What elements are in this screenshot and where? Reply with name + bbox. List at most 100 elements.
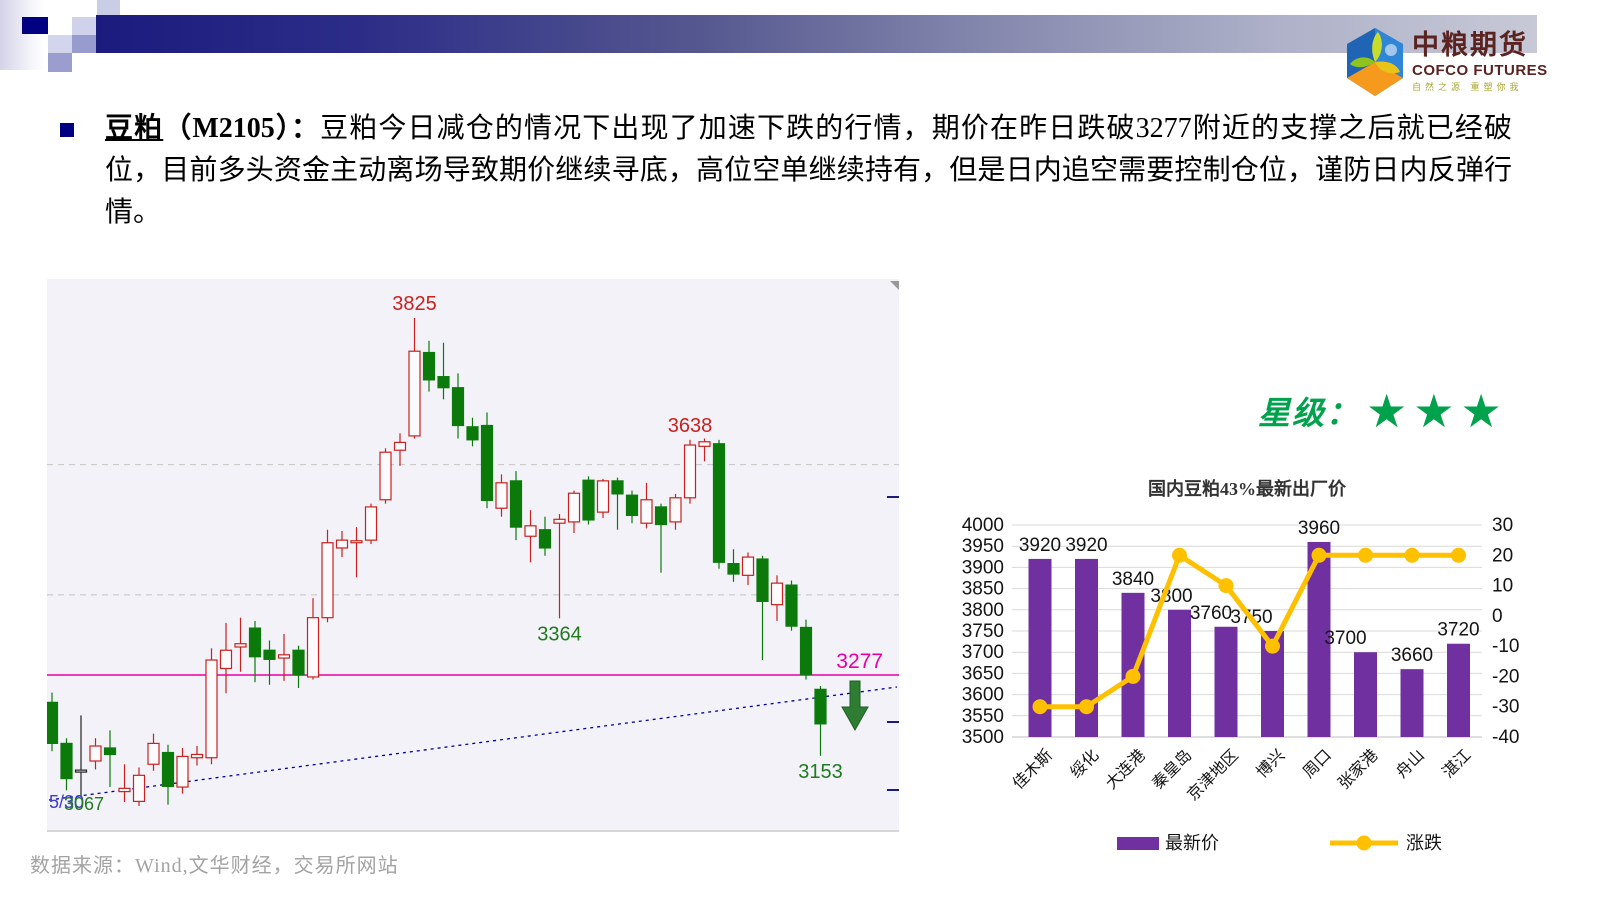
logo-title: 中粮期货 — [1412, 30, 1528, 60]
candle-body — [582, 479, 595, 521]
price-annotation: 3364 — [537, 623, 582, 645]
category-label: 湛江 — [1439, 746, 1474, 781]
candle-body — [480, 424, 494, 502]
svg-text:博兴: 博兴 — [1253, 746, 1288, 781]
logo-tagline: 自然之源 重塑你我 — [1412, 82, 1523, 92]
candle-body — [814, 688, 827, 725]
bar — [1121, 592, 1145, 737]
price-annotation: 3153 — [798, 761, 843, 783]
line-marker — [1404, 547, 1420, 563]
candle-body — [335, 539, 349, 549]
legend-bar-label: 最新价 — [1165, 833, 1219, 853]
candle-body — [190, 753, 204, 759]
bar — [1028, 558, 1052, 737]
bar — [1214, 626, 1238, 737]
left-axis-label: 3950 — [962, 536, 1004, 557]
commentary-paragraph: 豆粕（M2105）：豆粕今日减仓的情况下出现了加速下跌的行情，期价在昨日跌破32… — [105, 108, 1512, 234]
bar — [1400, 669, 1424, 737]
candle-body — [625, 494, 639, 516]
bullet-square-icon — [60, 123, 74, 137]
candle-body — [147, 742, 160, 765]
bar — [1447, 643, 1470, 737]
chart-title: 国内豆粕43%最新出厂价 — [1148, 478, 1347, 499]
line-marker — [1172, 547, 1187, 563]
header-gradient-bar — [96, 15, 1537, 53]
candle-body — [524, 525, 537, 537]
candle-body — [234, 643, 247, 648]
right-axis-label: 0 — [1492, 606, 1503, 627]
candle-body — [799, 626, 813, 675]
support-label: 3277 — [836, 650, 883, 673]
category-label: 舟山 — [1393, 746, 1428, 781]
candle-body — [451, 387, 465, 427]
legend-line-label: 涨跌 — [1406, 833, 1442, 853]
right-axis-label: 30 — [1492, 515, 1513, 536]
cofco-logo-icon — [1347, 28, 1403, 96]
candle-body — [538, 529, 552, 549]
bar-value-label: 3920 — [1065, 535, 1107, 556]
candle-body — [277, 654, 291, 659]
candle-body — [712, 443, 726, 563]
candle-body — [727, 562, 740, 575]
candle-body — [654, 506, 668, 526]
left-axis-label: 3500 — [962, 727, 1004, 748]
category-label: 大连港 — [1102, 746, 1149, 793]
candle-body — [205, 659, 218, 759]
candle-body — [292, 649, 305, 676]
category-label: 博兴 — [1253, 746, 1288, 781]
candle-body — [770, 582, 784, 606]
line-marker — [1265, 638, 1280, 654]
candle-body — [611, 480, 624, 495]
category-label: 京津地区 — [1184, 746, 1242, 804]
candle-body — [683, 444, 697, 499]
left-axis-label: 4000 — [962, 515, 1004, 536]
corner-price: 3067 — [64, 794, 104, 814]
right-axis-label: 10 — [1492, 576, 1513, 597]
right-axis-label: 20 — [1492, 545, 1513, 566]
corner-date: 5/30 — [49, 792, 84, 812]
bar-value-label: 3660 — [1391, 645, 1433, 666]
deco-square — [48, 53, 72, 72]
line-marker — [1451, 547, 1466, 563]
price-annotation: 3825 — [392, 293, 437, 315]
header-gradient-strip — [0, 0, 44, 70]
candle-body — [350, 540, 363, 544]
left-axis-label: 3600 — [962, 685, 1004, 706]
star-rating-stars: ★★★ — [1366, 384, 1508, 438]
svg-text:舟山: 舟山 — [1393, 746, 1428, 781]
price-chart-svg: 国内豆粕43%最新出厂价4000395039003850380037503700… — [962, 478, 1520, 853]
candle-body — [640, 499, 653, 524]
candle-body — [364, 506, 378, 541]
svg-text:绥化: 绥化 — [1067, 746, 1102, 781]
candle-body — [698, 441, 711, 447]
data-source-note: 数据来源：Wind,文华财经，交易所网站 — [30, 855, 399, 877]
line-marker — [1358, 547, 1373, 563]
factory-price-chart: 国内豆粕43%最新出厂价 4000 3950 3900 3850 3800 3750 3700… — [950, 465, 1540, 855]
deco-square — [48, 35, 72, 53]
line-marker — [1311, 547, 1327, 563]
candle-body — [45, 701, 59, 745]
bar — [1307, 541, 1331, 737]
category-label: 周口 — [1300, 747, 1335, 782]
bar-value-label: 3760 — [1190, 603, 1232, 624]
bar — [1168, 609, 1191, 737]
deco-square-navy — [22, 17, 48, 34]
candle-body — [669, 497, 682, 523]
category-label: 绥化 — [1067, 746, 1102, 781]
candle-body — [60, 742, 73, 780]
category-label: 张家港 — [1335, 746, 1382, 793]
left-axis-label: 3650 — [962, 663, 1004, 684]
corner-triangle-icon — [890, 281, 899, 290]
category-label: 秦皇岛 — [1149, 746, 1196, 793]
deco-square — [97, 0, 120, 16]
candle-body — [118, 787, 131, 793]
commentary-contract-code: （M2105）： — [163, 113, 321, 144]
candle-body — [74, 769, 88, 773]
right-axis-label: -20 — [1492, 666, 1519, 687]
candle-body — [422, 351, 436, 381]
legend-line-marker — [1356, 835, 1372, 851]
svg-text:大连港: 大连港 — [1102, 746, 1149, 793]
right-axis-label: -10 — [1492, 636, 1519, 657]
line-marker — [1125, 668, 1141, 684]
